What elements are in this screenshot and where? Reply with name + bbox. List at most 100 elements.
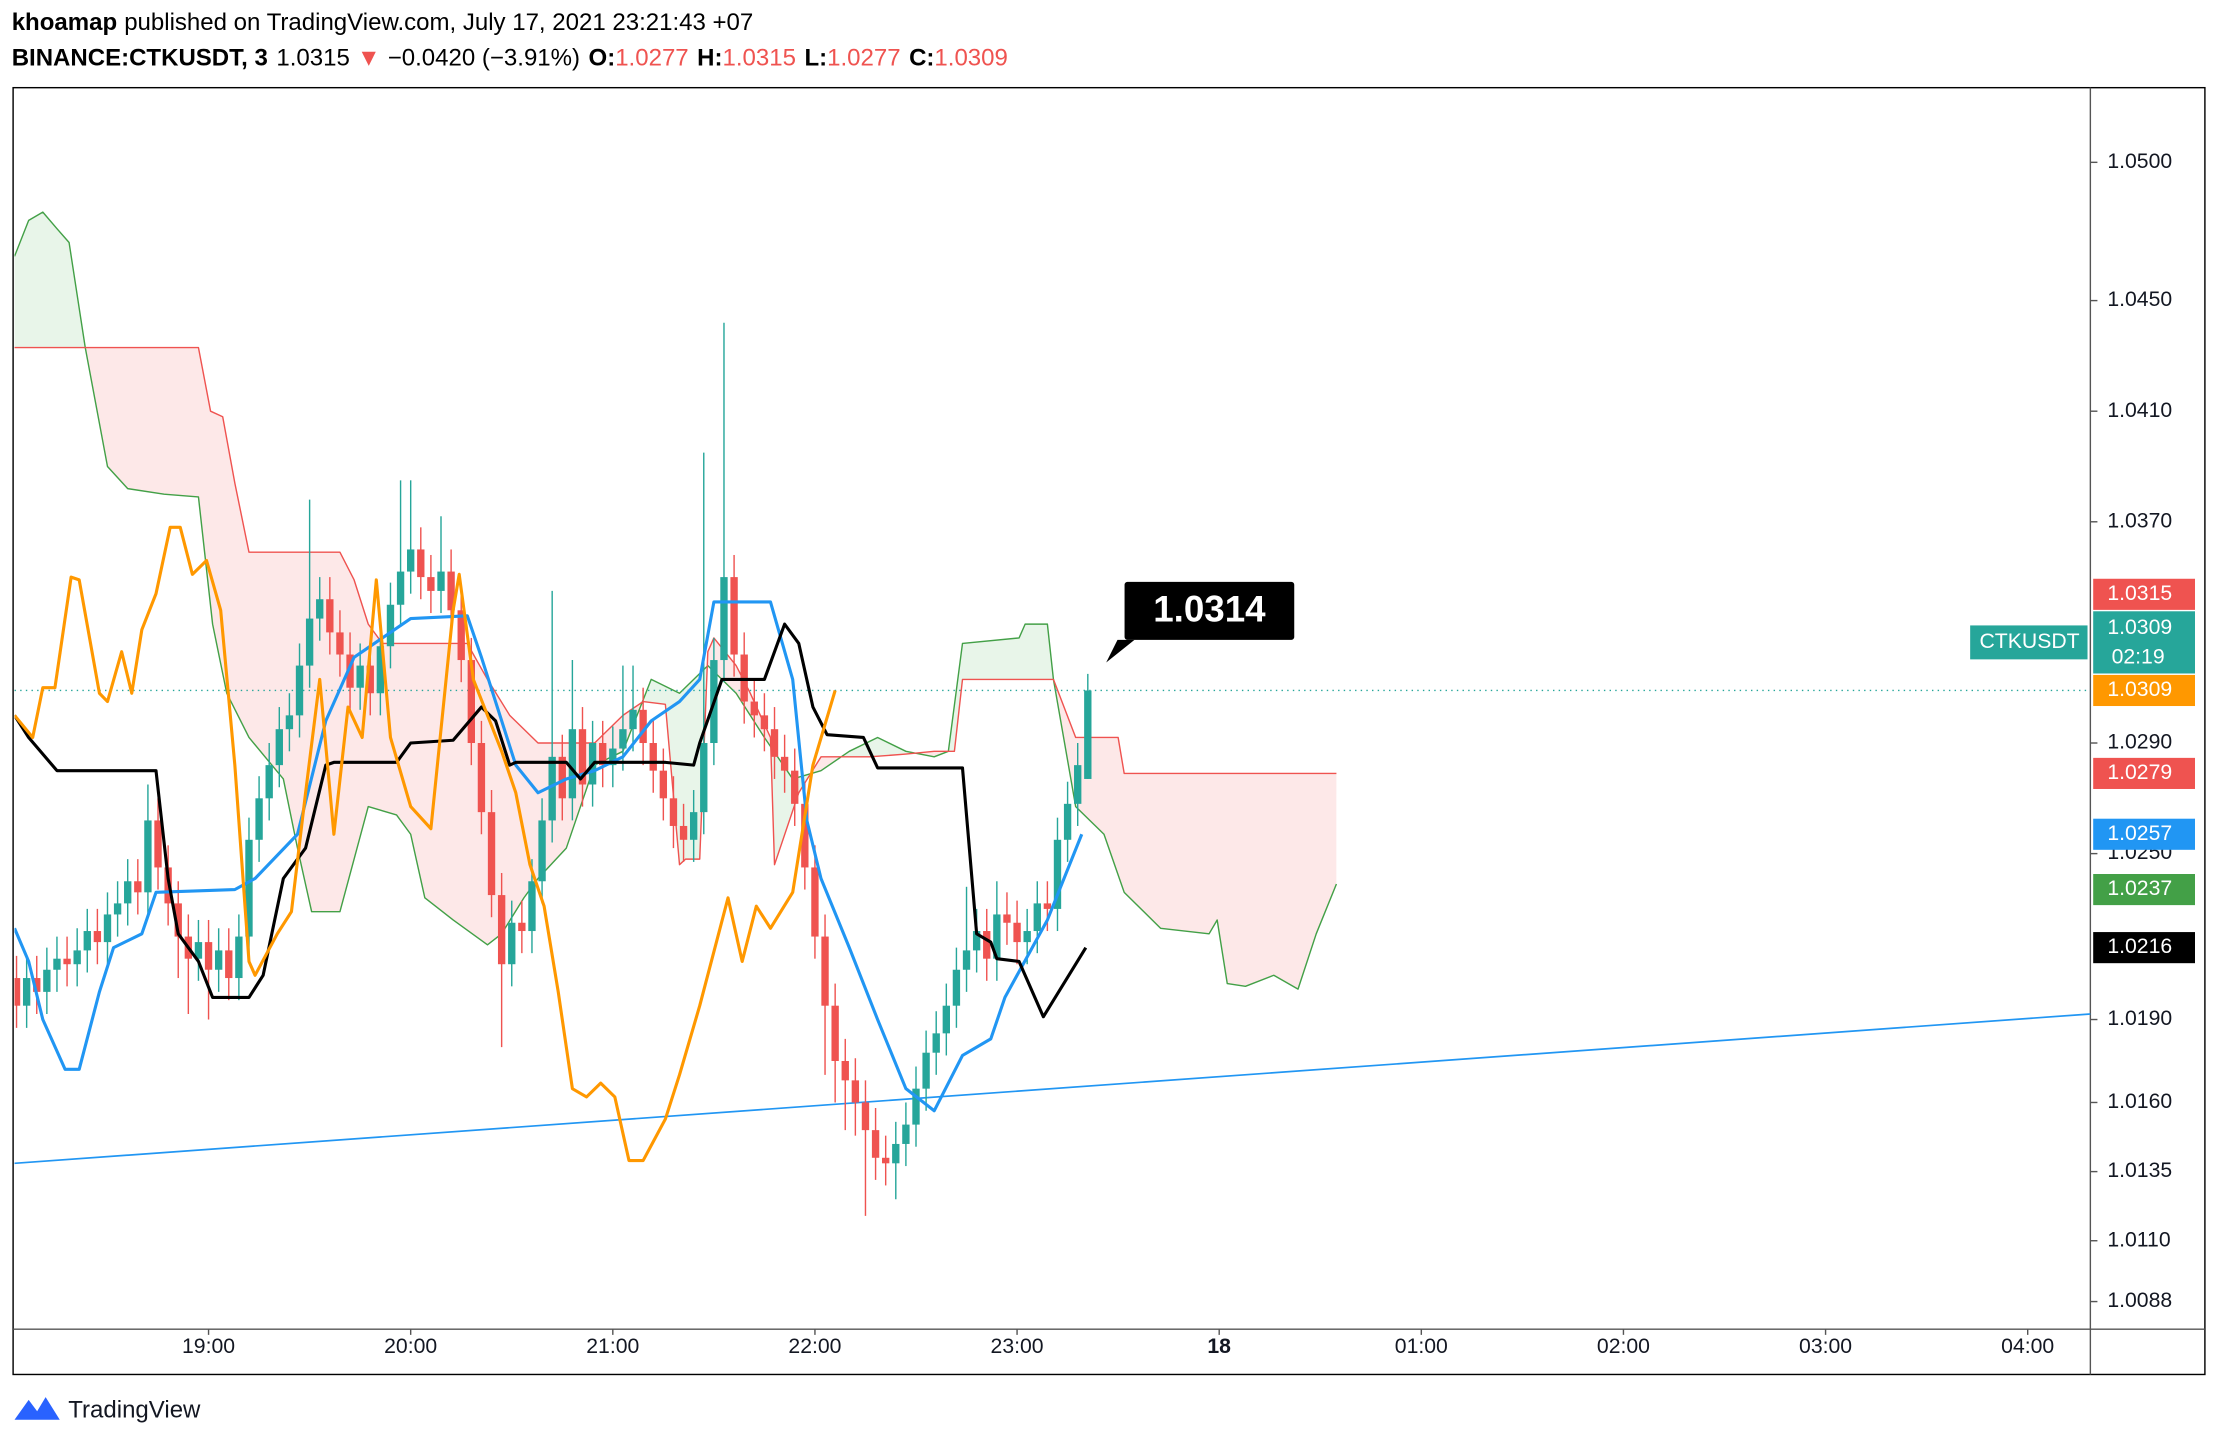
candle-body (1023, 931, 1031, 943)
candle-body (356, 665, 364, 688)
candle-body (1003, 914, 1011, 923)
price-label-box (2093, 818, 2195, 850)
candle-body (993, 914, 1001, 959)
cloud-fill-down (14, 347, 1337, 990)
callout-pointer (1106, 639, 1135, 663)
candle-body (386, 604, 395, 647)
callout-box (1124, 581, 1295, 640)
change: −0.0420 (−3.91%) (388, 45, 580, 72)
x-tick-label: 21:00 (586, 1335, 639, 1358)
price-label-text: 1.0315 (2107, 582, 2172, 605)
candle-body (1084, 690, 1092, 779)
candle-body (1074, 765, 1082, 804)
x-tick-label: 23:00 (991, 1335, 1044, 1358)
candle-body (103, 914, 112, 943)
candle-body (679, 825, 688, 840)
candle-body (730, 577, 738, 655)
y-tick-label: 1.0410 (2107, 399, 2172, 422)
candle-body (801, 803, 809, 868)
price-label-text: 1.0257 (2107, 822, 2172, 845)
price-label-box (2093, 674, 2195, 707)
candle-body (851, 1080, 860, 1103)
indicator-line (14, 600, 1084, 1113)
candle-body (33, 978, 41, 992)
y-tick-label: 1.0088 (2107, 1289, 2172, 1312)
candle-body (43, 969, 51, 992)
candle-body (316, 599, 324, 619)
candle-body (1053, 839, 1062, 909)
ohlc-value: 1.0277 (827, 45, 900, 72)
plot (14, 211, 2091, 1216)
x-tick-label: 22:00 (788, 1335, 841, 1358)
candle-body (942, 1005, 950, 1034)
candle-body (811, 867, 819, 937)
indicator-line (14, 622, 1088, 1019)
published: published on TradingView.com, July 17, 2… (124, 9, 753, 36)
price-label-box (2093, 874, 2195, 906)
candle-body (265, 765, 273, 799)
candle-body (791, 770, 799, 804)
candle-body (235, 936, 243, 979)
x-tick-label: 02:00 (1597, 1335, 1650, 1358)
candle-body (1043, 903, 1052, 909)
candle-body (952, 969, 961, 1006)
y-tick-label: 1.0450 (2107, 288, 2172, 311)
x-tick-label: 19:00 (182, 1335, 235, 1358)
candle-body (649, 743, 657, 771)
symbol-tag-text: CTKUSDT (1979, 630, 2079, 653)
candle-body (396, 571, 405, 605)
candle-body (821, 936, 829, 1006)
price-label-box (2093, 932, 2195, 964)
last-price: 1.0315 (276, 45, 349, 72)
candle-body (447, 571, 455, 611)
candle-body (346, 654, 354, 688)
price-label-text: 1.0309 (2107, 616, 2172, 639)
x-tick-label: 04:00 (2001, 1335, 2054, 1358)
candle-body (770, 729, 779, 757)
candle-body (144, 820, 152, 893)
symbol: BINANCE:CTKUSDT, 3 (12, 45, 268, 72)
y-tick-label: 1.0500 (2107, 150, 2172, 173)
candle-body (124, 881, 132, 904)
candle-body (932, 1033, 940, 1053)
candle-body (154, 820, 162, 868)
candle-body (639, 709, 647, 744)
price-label-box (2093, 578, 2195, 610)
logo-icon (14, 1397, 60, 1420)
candle-body (922, 1052, 930, 1089)
candle-body (245, 839, 253, 937)
candle-body (629, 709, 637, 730)
candle-body (83, 931, 91, 951)
price-label-box (2093, 611, 2195, 674)
candle-body (63, 958, 71, 965)
candle-body (871, 1130, 880, 1158)
price-label-text: 1.0216 (2107, 935, 2172, 958)
candle-body (376, 646, 385, 694)
candle-body (285, 715, 294, 730)
candle-body (1013, 922, 1021, 943)
candle-body (720, 577, 728, 661)
legend-line: BINANCE:CTKUSDT, 3 1.0315 ▼ −0.0420 (−3.91%… (12, 45, 1008, 72)
brand: TradingView (68, 1397, 201, 1424)
candle-body (427, 577, 435, 591)
candle-body (275, 729, 283, 766)
candle-body (497, 895, 506, 965)
candle-body (750, 701, 758, 716)
callout-label: 1.0314 (1153, 588, 1266, 629)
candle-body (780, 756, 789, 771)
y-tick-label: 1.0110 (2107, 1228, 2170, 1251)
header-line: khoamap published on TradingView.com, Jul… (12, 9, 754, 36)
candle-body (305, 618, 314, 666)
y-tick-label: 1.0290 (2107, 731, 2172, 754)
candle-body (457, 610, 465, 661)
candle-body (487, 812, 496, 896)
candle-body (609, 748, 617, 766)
candle-body (548, 756, 556, 821)
candle-body (1033, 903, 1041, 932)
candle-body (659, 770, 668, 799)
candle-body (366, 665, 374, 694)
candle-body (568, 729, 577, 799)
x-tick-label: 01:00 (1395, 1335, 1448, 1358)
